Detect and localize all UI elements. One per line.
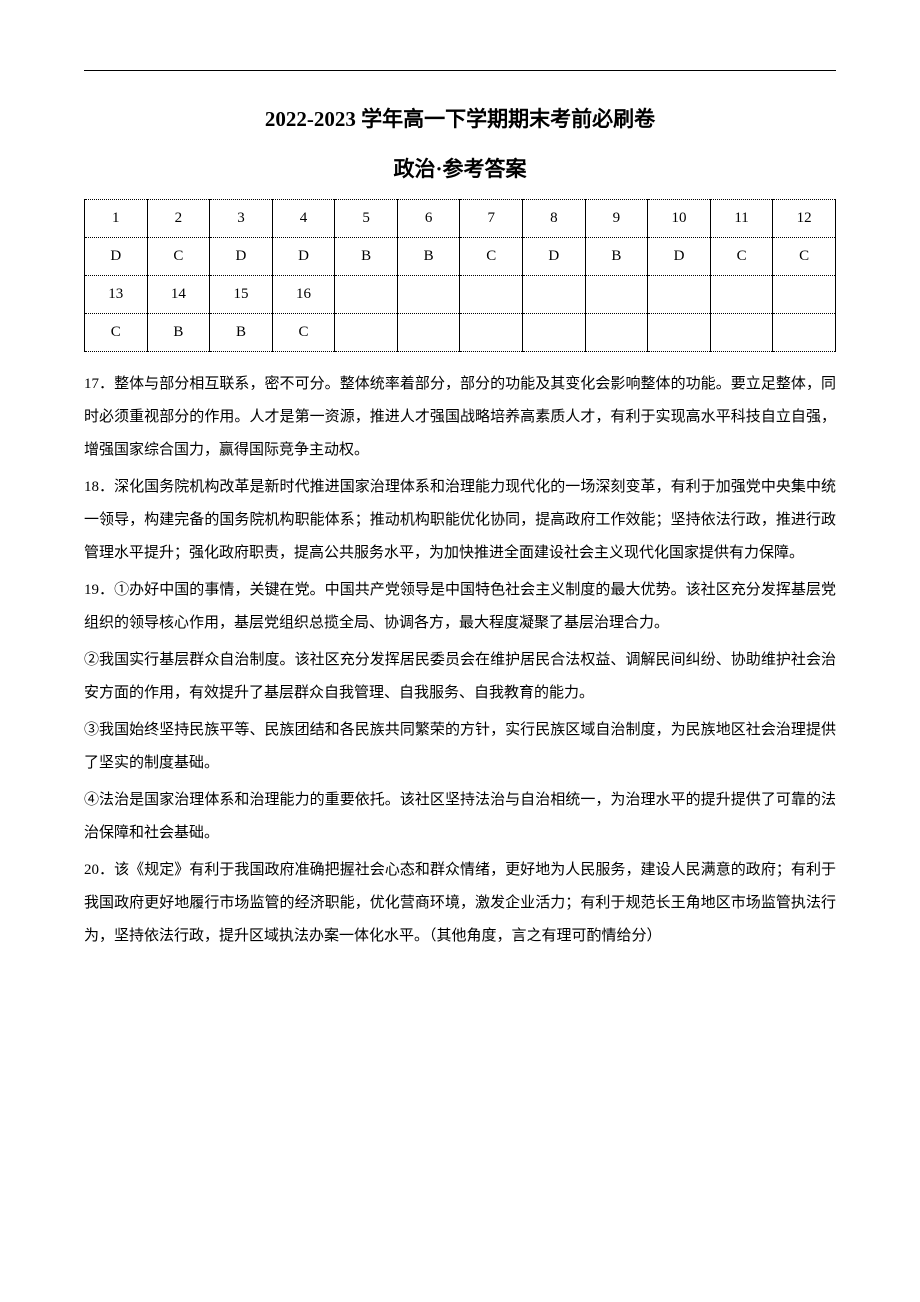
- table-cell: 2: [147, 200, 210, 238]
- table-cell: B: [147, 314, 210, 352]
- table-cell: 15: [210, 276, 273, 314]
- table-cell: [773, 276, 836, 314]
- table-cell: C: [147, 238, 210, 276]
- table-cell: [648, 276, 711, 314]
- table-cell: 6: [397, 200, 460, 238]
- question-number: 17．: [84, 376, 114, 392]
- table-cell: 12: [773, 200, 836, 238]
- table-row: D C D D B B C D B D C C: [85, 238, 836, 276]
- question-number: 19．: [84, 582, 114, 598]
- table-cell: [648, 314, 711, 352]
- table-cell: 5: [335, 200, 398, 238]
- table-cell: 10: [648, 200, 711, 238]
- top-divider: [84, 70, 836, 71]
- table-cell: B: [397, 238, 460, 276]
- question-20: 20．该《规定》有利于我国政府准确把握社会心态和群众情绪，更好地为人民服务，建设…: [84, 854, 836, 953]
- table-cell: [397, 276, 460, 314]
- table-row: C B B C: [85, 314, 836, 352]
- table-cell: [335, 276, 398, 314]
- question-18: 18．深化国务院机构改革是新时代推进国家治理体系和治理能力现代化的一场深刻变革，…: [84, 471, 836, 570]
- table-cell: [710, 314, 773, 352]
- question-number: 18．: [84, 479, 114, 495]
- table-cell: [585, 314, 648, 352]
- table-cell: B: [335, 238, 398, 276]
- table-cell: B: [585, 238, 648, 276]
- table-cell: D: [272, 238, 335, 276]
- table-cell: C: [460, 238, 523, 276]
- table-cell: [773, 314, 836, 352]
- table-cell: D: [648, 238, 711, 276]
- page-title-main: 2022-2023 学年高一下学期期末考前必刷卷: [84, 103, 836, 133]
- table-cell: 1: [85, 200, 148, 238]
- question-19-p4: ④法治是国家治理体系和治理能力的重要依托。该社区坚持法治与自治相统一，为治理水平…: [84, 784, 836, 850]
- question-19-p3: ③我国始终坚持民族平等、民族团结和各民族共同繁荣的方针，实行民族区域自治制度，为…: [84, 714, 836, 780]
- table-cell: [523, 314, 586, 352]
- question-19-p2: ②我国实行基层群众自治制度。该社区充分发挥居民委员会在维护居民合法权益、调解民间…: [84, 644, 836, 710]
- table-cell: B: [210, 314, 273, 352]
- table-cell: C: [773, 238, 836, 276]
- table-cell: [460, 276, 523, 314]
- table-cell: 11: [710, 200, 773, 238]
- question-text: 该《规定》有利于我国政府准确把握社会心态和群众情绪，更好地为人民服务，建设人民满…: [84, 862, 836, 944]
- table-cell: C: [710, 238, 773, 276]
- table-cell: [460, 314, 523, 352]
- table-cell: [710, 276, 773, 314]
- question-text: 整体与部分相互联系，密不可分。整体统率着部分，部分的功能及其变化会影响整体的功能…: [84, 376, 836, 458]
- table-cell: [523, 276, 586, 314]
- table-cell: C: [85, 314, 148, 352]
- table-cell: D: [85, 238, 148, 276]
- table-cell: [335, 314, 398, 352]
- table-cell: C: [272, 314, 335, 352]
- question-text: ①办好中国的事情，关键在党。中国共产党领导是中国特色社会主义制度的最大优势。该社…: [84, 582, 836, 631]
- table-cell: 13: [85, 276, 148, 314]
- question-17: 17．整体与部分相互联系，密不可分。整体统率着部分，部分的功能及其变化会影响整体…: [84, 368, 836, 467]
- table-cell: D: [210, 238, 273, 276]
- table-cell: [397, 314, 460, 352]
- answer-key-table: 1 2 3 4 5 6 7 8 9 10 11 12 D C D D B B C…: [84, 199, 836, 352]
- question-number: 20．: [84, 862, 114, 878]
- table-row: 13 14 15 16: [85, 276, 836, 314]
- page-title-sub: 政治·参考答案: [84, 153, 836, 183]
- table-cell: [585, 276, 648, 314]
- table-cell: 7: [460, 200, 523, 238]
- question-text: 深化国务院机构改革是新时代推进国家治理体系和治理能力现代化的一场深刻变革，有利于…: [84, 479, 836, 561]
- table-row: 1 2 3 4 5 6 7 8 9 10 11 12: [85, 200, 836, 238]
- table-cell: 4: [272, 200, 335, 238]
- table-cell: 9: [585, 200, 648, 238]
- question-19-p1: 19．①办好中国的事情，关键在党。中国共产党领导是中国特色社会主义制度的最大优势…: [84, 574, 836, 640]
- table-cell: 3: [210, 200, 273, 238]
- table-cell: 16: [272, 276, 335, 314]
- table-cell: 14: [147, 276, 210, 314]
- table-cell: 8: [523, 200, 586, 238]
- table-cell: D: [523, 238, 586, 276]
